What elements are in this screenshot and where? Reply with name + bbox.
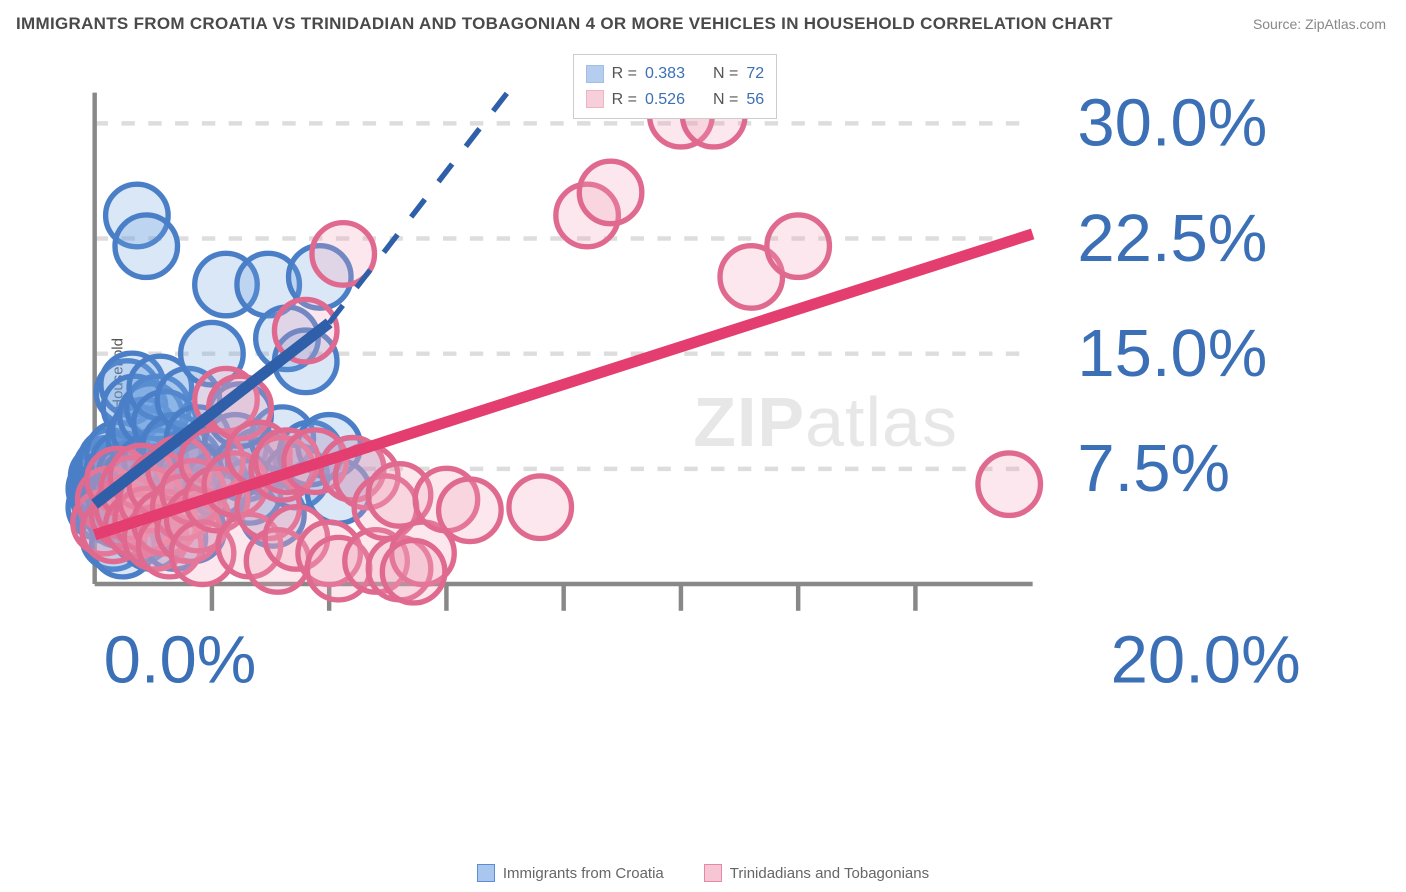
legend-label: Trinidadians and Tobagonians <box>730 865 929 882</box>
stats-legend-row: R = 0.526 N = 56 <box>586 87 765 113</box>
n-label: N = <box>713 61 738 87</box>
bottom-legend: Immigrants from Croatia Trinidadians and … <box>0 864 1406 882</box>
y-tick-label: 7.5% <box>1077 431 1230 506</box>
y-tick-label: 15.0% <box>1077 316 1267 391</box>
x-tick-label: 20.0% <box>1111 622 1301 697</box>
bottom-legend-item: Trinidadians and Tobagonians <box>704 864 929 882</box>
n-label: N = <box>713 87 738 113</box>
y-tick-label: 30.0% <box>1077 86 1267 161</box>
data-point <box>579 161 642 224</box>
data-point <box>115 215 178 278</box>
legend-label: Immigrants from Croatia <box>503 865 664 882</box>
data-point <box>382 540 445 603</box>
stats-legend-row: R = 0.383 N = 72 <box>586 61 765 87</box>
legend-swatch <box>477 864 495 882</box>
scatter-plot: 7.5% 15.0% 22.5% 30.0% 0.0% 20.0% <box>50 48 1390 718</box>
r-label: R = <box>612 87 637 113</box>
data-point <box>767 215 830 278</box>
bottom-legend-item: Immigrants from Croatia <box>477 864 664 882</box>
legend-swatch <box>586 65 604 83</box>
legend-swatch <box>704 864 722 882</box>
data-point <box>509 476 572 539</box>
y-tick-label: 22.5% <box>1077 201 1267 276</box>
chart-title: IMMIGRANTS FROM CROATIA VS TRINIDADIAN A… <box>16 14 1113 34</box>
n-value: 72 <box>746 61 764 87</box>
n-value: 56 <box>746 87 764 113</box>
trend-line-extrapolated <box>329 93 507 323</box>
chart-area: 7.5% 15.0% 22.5% 30.0% 0.0% 20.0% R = 0.383 N … <box>50 48 1390 844</box>
r-value: 0.526 <box>645 87 685 113</box>
legend-swatch <box>586 90 604 108</box>
data-point <box>978 453 1041 516</box>
r-label: R = <box>612 61 637 87</box>
source-attribution: Source: ZipAtlas.com <box>1253 16 1386 32</box>
x-tick-label: 0.0% <box>104 622 257 697</box>
data-point <box>439 479 502 542</box>
stats-legend-box: R = 0.383 N = 72 R = 0.526 N = 56 <box>573 54 778 119</box>
r-value: 0.383 <box>645 61 685 87</box>
